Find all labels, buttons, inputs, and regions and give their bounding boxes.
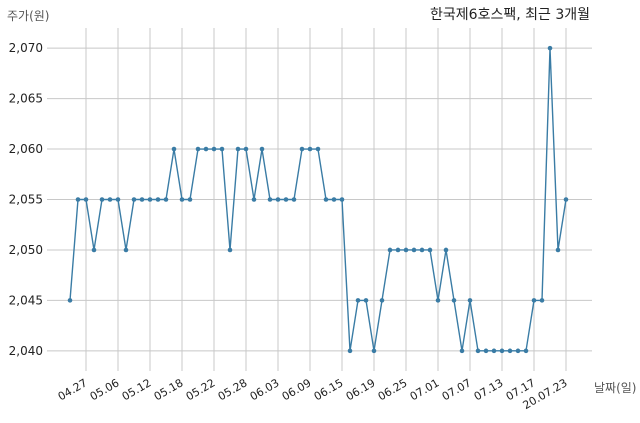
data-point [67,298,73,303]
data-point [195,146,201,152]
data-point [131,197,137,202]
series [67,45,569,354]
x-tick-label: 05.22 [184,376,218,403]
x-tick-label: 05.06 [88,376,122,403]
y-tick-label: 2,040 [9,344,43,358]
data-point [395,247,401,253]
data-point [499,348,505,354]
y-tick-label: 2,055 [9,193,43,207]
data-point [227,247,233,253]
data-point [435,298,441,303]
y-tick-label: 2,045 [9,293,43,307]
x-tick-label: 07.13 [472,376,506,403]
x-tick-label: 04.27 [56,376,90,403]
data-point [83,197,89,202]
x-axis-title: 날짜(일) [594,381,636,395]
x-tick-label: 07.01 [408,376,442,403]
data-point [371,348,377,354]
data-point [139,197,145,202]
y-tick-label: 2,070 [9,41,43,55]
data-point [507,348,513,354]
data-point [275,197,281,202]
data-point [155,197,161,202]
data-point [211,146,217,152]
x-tick-label: 07.07 [440,376,474,403]
y-tick-label: 2,050 [9,243,43,257]
data-point [123,247,129,253]
data-point [203,146,209,152]
data-point [331,197,337,202]
x-tick-label: 06.19 [344,376,378,403]
data-point [451,298,457,303]
data-point [91,247,97,253]
data-point [283,197,289,202]
x-tick-label: 05.18 [152,376,186,403]
data-point [467,298,473,303]
data-point [187,197,193,202]
data-point [483,348,489,354]
x-tick-label: 05.12 [120,376,154,403]
data-point [475,348,481,354]
data-point [419,247,425,253]
data-point [531,298,537,303]
data-point [539,298,545,303]
data-point [387,247,393,253]
axes: 2,040 2,045 2,050 2,055 2,060 2,065 2,070 04.27… [9,41,570,412]
x-tick-label: 05.28 [216,376,250,403]
chart-title: 한국제6호스팩, 최근 3개월 [430,7,590,23]
data-point [323,197,329,202]
data-point [163,197,169,202]
data-point [347,348,353,354]
data-point [107,197,113,202]
data-point [307,146,313,152]
data-point [171,146,177,152]
data-point [443,247,449,253]
data-point [315,146,321,152]
data-point [179,197,185,202]
x-tick-label: 06.15 [312,376,346,403]
data-point [379,298,385,303]
data-point [491,348,497,354]
x-tick-label: 06.25 [376,376,410,403]
y-tick-label: 2,060 [9,142,43,156]
data-point [555,247,561,253]
data-point [403,247,409,253]
data-point [339,197,345,202]
data-point [355,298,361,303]
data-point [259,146,265,152]
x-tick-label: 06.09 [280,376,314,403]
data-point [243,146,249,152]
data-point [147,197,153,202]
grid [47,28,592,371]
data-point [235,146,241,152]
data-point [299,146,305,152]
y-tick-label: 2,065 [9,92,43,106]
data-point [523,348,529,354]
data-point [219,146,225,152]
data-point [251,197,257,202]
data-point [427,247,433,253]
data-point [515,348,521,354]
data-point [363,298,369,303]
data-point [411,247,417,253]
data-point [99,197,105,202]
data-point [563,197,569,202]
data-point [459,348,465,354]
y-axis-title: 주가(원) [7,9,49,23]
data-point [547,45,553,51]
data-point [267,197,273,202]
data-point [291,197,297,202]
x-tick-label: 06.03 [248,376,282,403]
data-point [115,197,121,202]
data-point [75,197,81,202]
